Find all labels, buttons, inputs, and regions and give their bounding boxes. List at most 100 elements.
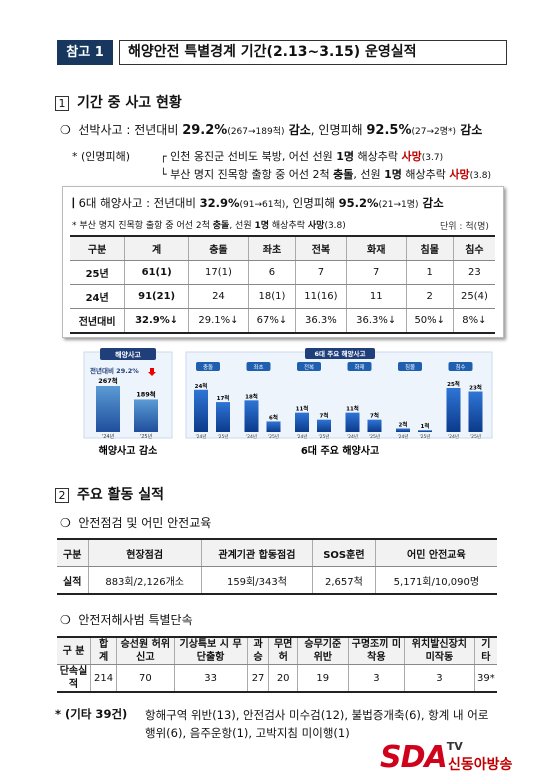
table-cell: 17(1) <box>188 260 249 285</box>
table-cell: 25년 <box>70 260 126 285</box>
table-cell: 33 <box>174 664 248 693</box>
value-label: 11척 <box>346 405 359 413</box>
bar <box>367 419 382 432</box>
category-label: '24년 <box>102 433 115 440</box>
logo: SDATV 신동아방송 <box>380 740 512 775</box>
text: 95.2% <box>338 196 379 210</box>
note-line: ┌ 인천 옹진군 선비도 북방, 어선 선원 1명 해상추락 사망(3.7) <box>160 150 444 163</box>
category-label: '24년 <box>246 433 257 440</box>
table-cell: 전복 <box>295 235 347 261</box>
table-cell: 3 <box>348 664 406 693</box>
value-label: 17척 <box>217 394 230 402</box>
table-cell: 7 <box>346 260 407 285</box>
value-label: 2척 <box>399 420 408 428</box>
category-label: '25년 <box>217 433 228 440</box>
table-cell: 화재 <box>346 235 407 261</box>
bar <box>134 399 158 432</box>
table-cell: 합 계 <box>90 636 118 665</box>
table-row: 구분 현장점검 관계기관 합동점검 SOS훈련 어민 안전교육 <box>57 538 497 567</box>
table-cell: 23 <box>453 260 495 285</box>
value-label: 6척 <box>269 413 278 421</box>
table-row: 구분 계 충돌 좌초 전복 화재 침몰 침수 <box>70 235 495 261</box>
chart-title: 6대 주요 해양사고 <box>315 349 366 358</box>
text: 안전점검 및 어민 안전교육 <box>78 516 212 530</box>
chart-note: 전년대비 29.2% <box>90 366 139 375</box>
group-label-bg <box>196 362 220 371</box>
group-label-bg <box>398 362 422 371</box>
table-cell: 2,657척 <box>312 566 376 595</box>
page-title: 해양안전 특별경계 기간(2.13~3.15) 운영실적 <box>119 40 507 65</box>
section-title: 주요 활동 실적 <box>77 487 165 503</box>
accident-table: 구분 계 충돌 좌초 전복 화재 침몰 침수 25년 61(1) 17(1) 6 7 7 1 23 24년 91(… <box>70 235 495 334</box>
unit-label: 단위 : 척(명) <box>440 222 489 232</box>
text: * 부산 명지 진목항 출항 중 어선 2척 <box>72 221 213 231</box>
table-cell: 24년 <box>70 284 126 309</box>
text: * (기타 39건) <box>55 707 128 721</box>
table-cell: 좌초 <box>248 235 297 261</box>
group-label-bg <box>297 362 321 371</box>
text: , 인명피해 <box>285 196 339 210</box>
table-cell: 승선원 허위신고 <box>116 636 175 665</box>
section-number: 1 <box>55 96 69 111</box>
category-label: '24년 <box>347 433 358 440</box>
table-cell: 39* <box>474 664 497 693</box>
table-cell: 기상특보 시 무단출항 <box>174 636 248 665</box>
text: 32.9% <box>199 196 240 210</box>
table-cell: 27 <box>247 664 270 693</box>
table-row: 24년 91(21) 24 18(1) 11(16) 11 2 25(4) <box>70 284 495 309</box>
text: 사망 <box>307 221 325 231</box>
table-cell: 현장점검 <box>88 538 202 567</box>
category-label: '24년 <box>296 433 307 440</box>
bar <box>295 412 309 432</box>
bar <box>216 402 230 432</box>
section-heading: 2 주요 활동 실적 <box>55 484 164 504</box>
bullet-line: ❍ 선박사고 : 전년대비 29.2%(267→189척) 감소, 인명피해 9… <box>60 123 483 138</box>
text: 선박사고 : 전년대비 <box>78 123 183 137</box>
group-label: 전복 <box>304 363 314 371</box>
value-label: 11척 <box>296 405 309 413</box>
chart-title-bg <box>100 348 156 360</box>
table-row: 전년대비 32.9%↓ 29.1%↓ 67%↓ 36.3% 36.3%↓ 50%↓ 8%↓ <box>70 308 495 334</box>
value-label: 23척 <box>469 384 482 392</box>
table-cell: 32.9%↓ <box>124 308 189 334</box>
text: 1명 <box>254 221 270 231</box>
text: (267→189척) <box>227 127 285 137</box>
table-row: 실적 883회/2,126개소 159회/343척 2,657척 5,171회/10,0… <box>57 566 497 595</box>
category-label: '24년 <box>448 433 459 440</box>
table-cell: 159회/343척 <box>201 566 314 595</box>
text: 인천 옹진군 선비도 북방, 어선 선원 <box>170 150 337 163</box>
chart-title: 해양사고 <box>115 350 141 359</box>
table-cell: 침몰 <box>406 235 454 261</box>
summary-box <box>62 186 504 338</box>
table-cell: 24 <box>188 284 249 309</box>
section-number: 2 <box>55 488 69 503</box>
text: , 인명피해 <box>310 123 367 137</box>
down-arrow <box>148 368 156 376</box>
table-cell: 구 분 <box>57 636 92 665</box>
group-label: 충돌 <box>203 363 213 371</box>
table-cell: 3 <box>404 664 475 693</box>
category-label: '25년 <box>318 433 329 440</box>
table-cell: 5,171회/10,090명 <box>375 566 497 595</box>
table-row: 25년 61(1) 17(1) 6 7 7 1 23 <box>70 260 495 285</box>
table-cell: 충돌 <box>188 235 249 261</box>
bar <box>446 388 461 432</box>
bar <box>96 386 120 432</box>
group-label: 침몰 <box>405 363 415 371</box>
table-cell: 7 <box>295 260 347 285</box>
text: (21→1명) <box>378 200 419 210</box>
table-cell: 실적 <box>57 566 89 595</box>
table-cell: 29.1%↓ <box>188 308 249 334</box>
text: 부산 명지 진목항 출항 중 어선 2척 <box>170 168 334 181</box>
table-cell: 36.3%↓ <box>346 308 407 334</box>
section-title: 기간 중 사고 현황 <box>77 95 182 111</box>
category-label: '25년 <box>419 433 430 440</box>
table-cell: 8%↓ <box>453 308 495 334</box>
text: 29.2% <box>182 123 228 138</box>
table-cell: 214 <box>90 664 118 693</box>
bar <box>317 419 331 432</box>
text: 사망 <box>401 150 422 163</box>
text: (27→2명*) <box>411 127 457 137</box>
table-cell: 36.3% <box>295 308 347 334</box>
note-line: └ 부산 명지 진목항 출항 중 어선 2척 충돌, 선원 1명 해상추락 사망… <box>160 168 492 181</box>
